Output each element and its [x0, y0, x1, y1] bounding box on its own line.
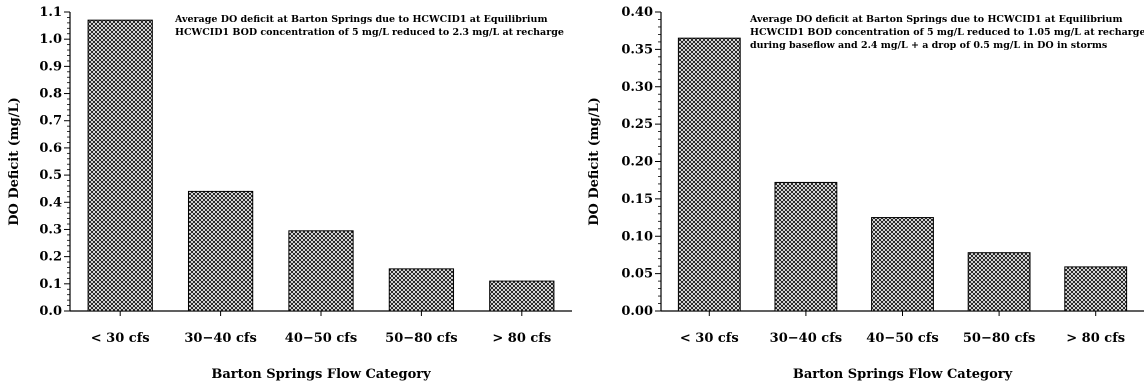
- y-axis-title: DO Deficit (mg/L): [7, 97, 22, 226]
- y-tick-label: 0.00: [621, 304, 653, 319]
- chart-1: 0.0 0.1 0.2 0.3 0.4 0.5 0.6 0.7 0.8 0.9 1.0 1.1 < 30…: [7, 5, 572, 382]
- y-tick-label: 0.5: [39, 168, 62, 183]
- bar-5: [1064, 266, 1128, 312]
- y-tick-label: 0.8: [39, 87, 62, 102]
- bar-5: [489, 280, 555, 312]
- y-tick-label: 0.35: [621, 42, 653, 57]
- annotation-line: Average DO deficit at Barton Springs due…: [749, 14, 1123, 25]
- y-tick-label: 0.6: [39, 141, 62, 156]
- y-tick-label: 0.3: [39, 222, 62, 237]
- bar-1: [87, 19, 153, 312]
- y-tick-label: 0.05: [621, 267, 653, 282]
- x-category-label: 50−80 cfs: [963, 331, 1035, 346]
- x-category-label: > 80 cfs: [1066, 331, 1125, 346]
- chart-2: 0.00 0.05 0.10 0.15 0.20 0.25 0.30 0.35 0.40 < 30…: [587, 5, 1144, 382]
- y-tick-label: 0.0: [39, 304, 62, 319]
- x-category-label: < 30 cfs: [91, 331, 150, 346]
- y-tick-label: 0.1: [39, 277, 62, 292]
- x-category-label: 30−40 cfs: [770, 331, 842, 346]
- y-tick-label: 0.7: [39, 114, 62, 129]
- y-tick-label: 0.4: [39, 195, 62, 210]
- x-category-label: 40−50 cfs: [866, 331, 938, 346]
- bar-4: [388, 268, 455, 312]
- x-category-label: 30−40 cfs: [184, 331, 256, 346]
- x-category-label: 40−50 cfs: [285, 331, 357, 346]
- bar-4: [967, 252, 1031, 312]
- y-tick-label: 0.2: [39, 250, 62, 265]
- y-tick-label: 0.20: [621, 155, 653, 170]
- y-tick-label: 1.1: [39, 5, 62, 20]
- bar-3: [288, 230, 354, 312]
- bar-3: [871, 217, 934, 312]
- y-tick-label: 0.10: [621, 229, 653, 244]
- bar-2: [774, 181, 838, 312]
- x-axis-title: Barton Springs Flow Category: [211, 367, 431, 382]
- y-tick-label: 0.9: [39, 59, 62, 74]
- annotation-line: during baseflow and 2.4 mg/L + a drop of…: [750, 40, 1107, 51]
- y-tick-label: 0.15: [621, 192, 653, 207]
- x-category-label: 50−80 cfs: [385, 331, 457, 346]
- y-tick-label: 0.30: [621, 80, 653, 95]
- x-category-label: < 30 cfs: [680, 331, 739, 346]
- bar-2: [187, 190, 254, 312]
- annotation-line: Average DO deficit at Barton Springs due…: [174, 14, 548, 25]
- y-tick-label: 0.25: [621, 117, 653, 132]
- annotation-line: HCWCID1 BOD concentration of 5 mg/L redu…: [750, 27, 1144, 38]
- y-tick-label: 0.40: [621, 5, 653, 20]
- x-category-label: > 80 cfs: [492, 331, 551, 346]
- y-axis-title: DO Deficit (mg/L): [587, 97, 602, 226]
- x-axis-title: Barton Springs Flow Category: [793, 367, 1013, 382]
- annotation-line: HCWCID1 BOD concentration of 5 mg/L redu…: [175, 27, 564, 38]
- y-tick-label: 1.0: [39, 32, 62, 47]
- bar-1: [677, 37, 741, 312]
